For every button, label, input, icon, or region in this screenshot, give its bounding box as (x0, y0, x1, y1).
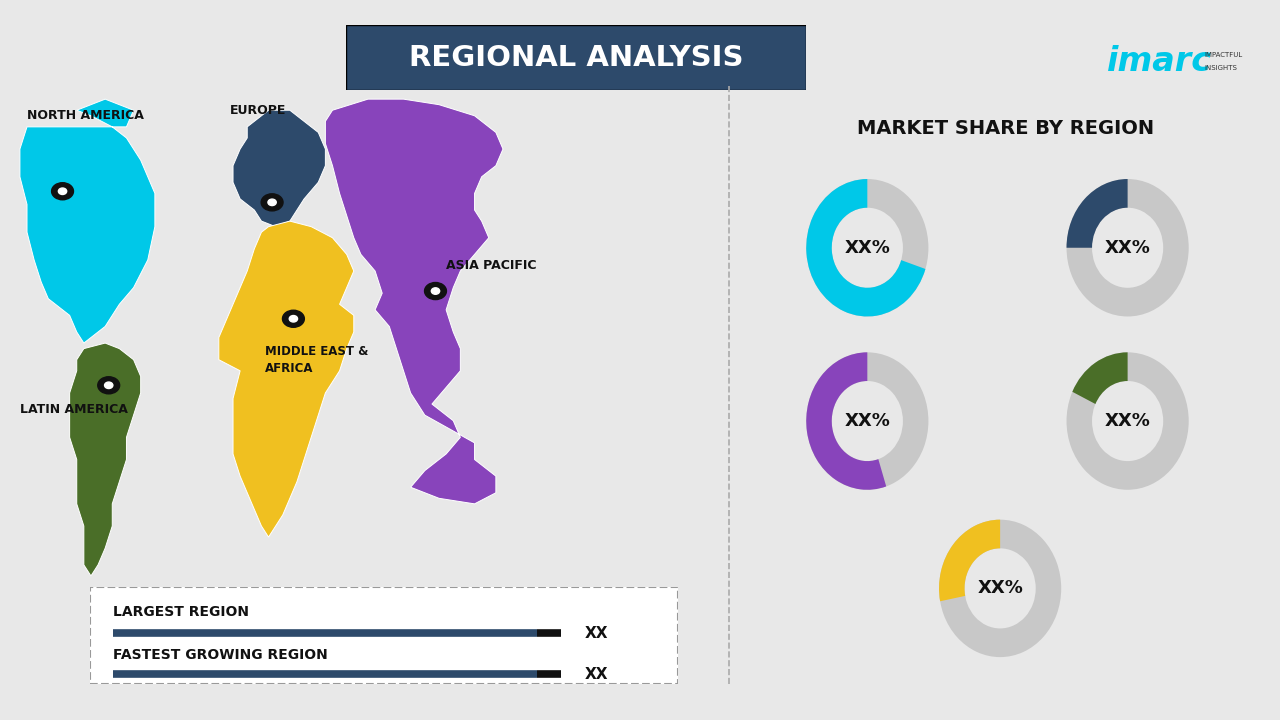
Text: XX%: XX% (1105, 239, 1151, 257)
Text: XX%: XX% (845, 412, 891, 430)
Polygon shape (20, 99, 155, 343)
Circle shape (59, 188, 67, 194)
Wedge shape (940, 520, 1000, 601)
Wedge shape (1066, 352, 1189, 490)
Circle shape (289, 315, 297, 322)
Text: XX: XX (584, 667, 608, 682)
Polygon shape (325, 99, 503, 504)
Circle shape (431, 288, 439, 294)
Circle shape (261, 194, 283, 211)
Text: REGIONAL ANALYSIS: REGIONAL ANALYSIS (408, 44, 744, 71)
Text: MARKET SHARE BY REGION: MARKET SHARE BY REGION (856, 119, 1155, 138)
Text: imarc: imarc (1107, 45, 1212, 78)
Wedge shape (940, 520, 1061, 657)
Text: EUROPE: EUROPE (229, 104, 285, 117)
Circle shape (283, 310, 305, 328)
Text: INSIGHTS: INSIGHTS (1204, 65, 1236, 71)
Text: MIDDLE EAST &
AFRICA: MIDDLE EAST & AFRICA (265, 345, 369, 374)
Polygon shape (69, 343, 141, 576)
Polygon shape (233, 110, 325, 227)
Wedge shape (806, 352, 886, 490)
Circle shape (97, 377, 119, 394)
Text: IMPACTFUL: IMPACTFUL (1204, 52, 1243, 58)
Circle shape (425, 282, 447, 300)
Wedge shape (1066, 179, 1128, 248)
Polygon shape (262, 202, 282, 210)
Wedge shape (1066, 179, 1189, 317)
Text: ASIA PACIFIC: ASIA PACIFIC (447, 259, 536, 272)
Text: FASTEST GROWING REGION: FASTEST GROWING REGION (113, 648, 328, 662)
Polygon shape (54, 192, 72, 199)
Wedge shape (1073, 352, 1128, 404)
FancyBboxPatch shape (90, 587, 678, 684)
Text: NORTH AMERICA: NORTH AMERICA (27, 109, 143, 122)
Text: XX%: XX% (845, 239, 891, 257)
Wedge shape (806, 179, 925, 317)
Circle shape (51, 183, 73, 199)
Wedge shape (806, 179, 928, 317)
Text: XX: XX (584, 626, 608, 641)
Circle shape (268, 199, 276, 206)
FancyBboxPatch shape (346, 25, 806, 90)
Text: LARGEST REGION: LARGEST REGION (113, 605, 250, 619)
Circle shape (105, 382, 113, 389)
Text: XX%: XX% (977, 580, 1023, 598)
Text: LATIN AMERICA: LATIN AMERICA (20, 403, 128, 416)
Polygon shape (284, 319, 302, 326)
Polygon shape (100, 385, 118, 393)
Polygon shape (426, 291, 444, 299)
Polygon shape (219, 221, 353, 537)
Text: XX%: XX% (1105, 412, 1151, 430)
Wedge shape (806, 352, 928, 490)
